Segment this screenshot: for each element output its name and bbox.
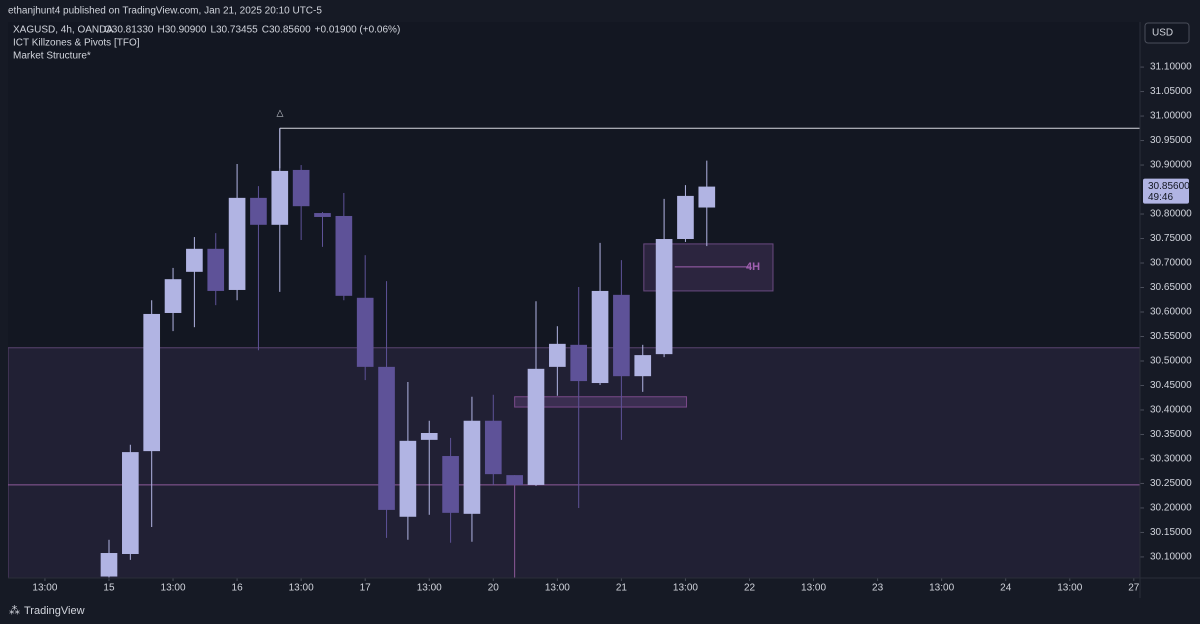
candle-body — [356, 297, 374, 367]
indicator: ICT Killzones & Pivots [TFO] — [13, 38, 140, 49]
x-tick-label: 15 — [103, 583, 115, 594]
ohlc-value: L30.73455 — [210, 25, 258, 36]
candle-body — [399, 440, 417, 517]
fvg — [514, 396, 688, 408]
y-tick-label: 30.55000 — [1150, 331, 1192, 342]
x-tick-label: 27 — [1128, 583, 1140, 594]
candle-body — [570, 344, 588, 382]
y-tick-label: 31.00000 — [1150, 111, 1192, 122]
candle-body — [207, 248, 225, 291]
currency-button[interactable] — [1144, 22, 1190, 44]
ohlc-value: O30.81330 — [104, 25, 154, 36]
x-tick-label: 16 — [232, 583, 244, 594]
candle-body — [677, 195, 694, 240]
x-tick-label: 24 — [1000, 583, 1012, 594]
range-zone — [8, 347, 1140, 578]
y-tick-label: 30.50000 — [1150, 356, 1192, 367]
y-tick-label: 30.65000 — [1150, 282, 1192, 293]
candle-body — [122, 452, 139, 554]
last-price: 30.85600 — [1148, 181, 1190, 192]
symbol: XAGUSD, 4h, OANDA — [13, 25, 113, 36]
y-tick-label: 30.20000 — [1150, 503, 1192, 514]
x-tick-label: 13:00 — [1057, 583, 1082, 594]
ohlc-value: C30.85600 — [262, 25, 311, 36]
candle-body — [655, 239, 673, 355]
candle-body — [442, 456, 459, 513]
x-tick-label: 23 — [872, 583, 884, 594]
candle-body — [613, 294, 630, 377]
y-tick-label: 30.35000 — [1150, 429, 1192, 440]
candle-body — [527, 368, 545, 485]
candle-body — [186, 248, 203, 272]
y-tick-label: 30.80000 — [1150, 209, 1192, 220]
candle-body — [463, 420, 481, 514]
y-tick-label: 30.30000 — [1150, 454, 1192, 465]
candle-body — [634, 355, 652, 377]
candle-body — [549, 343, 566, 367]
x-tick-label: 17 — [360, 583, 372, 594]
candle-body — [484, 420, 502, 475]
x-tick-label: 22 — [744, 583, 756, 594]
candle-body — [228, 197, 246, 290]
ohlc: O30.81330 H30.90900 L30.73455 C30.85600 +0.0… — [104, 25, 400, 36]
annotation: △ — [277, 107, 284, 117]
candle-body — [271, 170, 289, 225]
x-tick-label: 20 — [488, 583, 500, 594]
y-tick-label: 30.10000 — [1150, 552, 1192, 563]
logo-icon: ⁂ — [9, 605, 20, 617]
y-tick-label: 31.05000 — [1150, 86, 1192, 97]
candle-body — [100, 553, 118, 577]
x-tick-label: 13:00 — [161, 583, 186, 594]
candle-body — [292, 169, 310, 207]
candle-body — [698, 186, 716, 208]
y-tick-label: 30.60000 — [1150, 307, 1192, 318]
y-tick-label: 30.45000 — [1150, 380, 1192, 391]
y-tick-label: 31.10000 — [1150, 62, 1192, 73]
candle-body — [591, 290, 609, 384]
y-tick-label: 30.95000 — [1150, 135, 1192, 146]
candle-body — [378, 366, 395, 510]
x-tick-label: 21 — [616, 583, 628, 594]
candle-body — [143, 313, 161, 452]
y-tick-label: 30.25000 — [1150, 478, 1192, 489]
candle-body — [420, 432, 438, 440]
y-tick-label: 30.15000 — [1150, 527, 1192, 538]
indicator: Market Structure* — [13, 51, 91, 62]
x-tick-label: 13:00 — [417, 583, 442, 594]
last-price-box — [1143, 178, 1189, 204]
x-tick-label: 13:00 — [929, 583, 954, 594]
ohlc-value: H30.90900 — [158, 25, 207, 36]
candle-body — [164, 279, 182, 313]
countdown: 49:46 — [1148, 192, 1173, 203]
brand: TradingView — [24, 605, 85, 617]
candle-body — [506, 475, 523, 485]
y-tick-label: 30.40000 — [1150, 405, 1192, 416]
candle-body — [250, 197, 267, 225]
candle-body — [314, 213, 331, 217]
y-tick-label: 30.75000 — [1150, 233, 1192, 244]
order-block-label: 4H — [746, 261, 760, 273]
x-tick-label: 13:00 — [673, 583, 698, 594]
y-tick-label: 30.90000 — [1150, 160, 1192, 171]
x-tick-label: 13:00 — [801, 583, 826, 594]
publisher: ethanjhunt4 published on TradingView.com… — [8, 6, 322, 17]
ohlc-value: +0.01900 (+0.06%) — [315, 25, 401, 36]
currency: USD — [1152, 28, 1173, 39]
x-tick-label: 13:00 — [289, 583, 314, 594]
candle-body — [335, 215, 353, 296]
y-tick-label: 30.70000 — [1150, 258, 1192, 269]
x-tick-label: 13:00 — [32, 583, 57, 594]
x-tick-label: 13:00 — [545, 583, 570, 594]
plot: 4H — [8, 127, 1140, 578]
